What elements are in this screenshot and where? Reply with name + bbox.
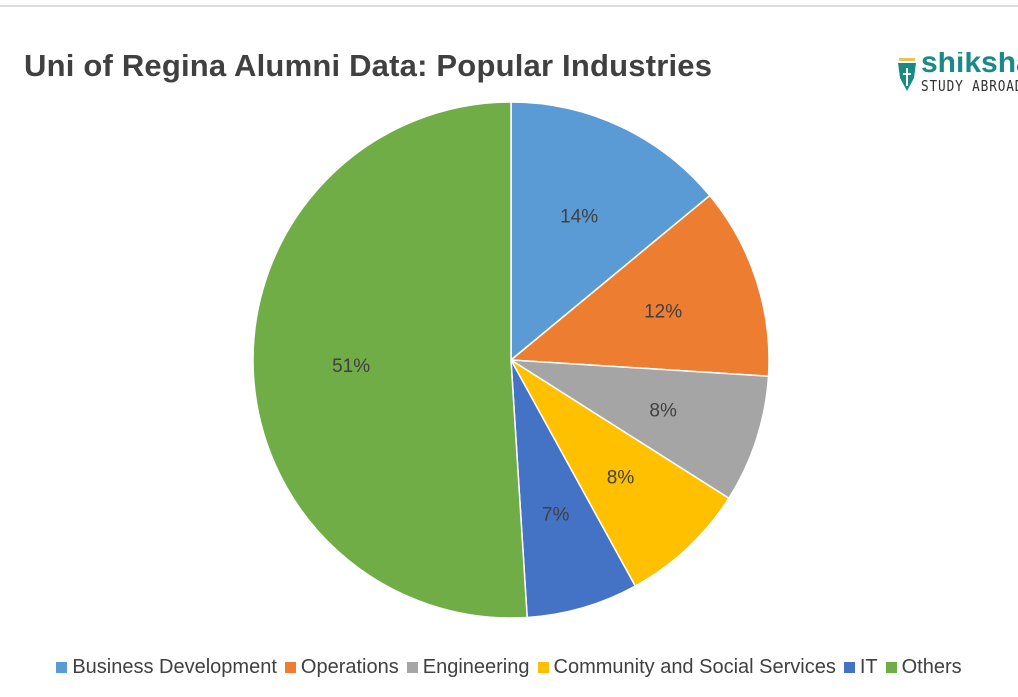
legend-item-0: Business Development: [56, 656, 277, 679]
legend-swatch: [843, 662, 855, 673]
legend-item-1: Operations: [284, 656, 399, 679]
legend-label: Business Development: [72, 656, 277, 678]
data-label-0: 14%: [560, 206, 598, 227]
legend-label: Operations: [300, 656, 399, 678]
legend-label: Community and Social Services: [553, 656, 836, 678]
logo-text: shiksha: [921, 52, 1018, 79]
pie-chart: 14% 12% 8% 8% 7% 51%: [252, 101, 770, 619]
data-label-2: 8%: [649, 400, 677, 421]
pie-slice-2: [510, 359, 770, 500]
legend-swatch: [406, 662, 418, 673]
legend-swatch: [885, 662, 897, 673]
pie-slice-0: [510, 101, 711, 362]
top-divider: [0, 5, 1018, 7]
pie-slice-1: [509, 194, 770, 377]
pie-slice-4: [510, 359, 637, 619]
pie-slice-5: [252, 101, 528, 619]
chart-title: Uni of Regina Alumni Data: Popular Indus…: [24, 48, 713, 83]
legend-swatch: [56, 662, 68, 673]
legend-label: IT: [859, 656, 878, 678]
data-label-1: 12%: [644, 302, 682, 323]
legend-item-4: IT: [843, 656, 878, 679]
data-label-4: 7%: [542, 505, 570, 526]
legend-item-2: Engineering: [406, 656, 530, 679]
logo-subtext: STUDY ABROAD: [921, 77, 1018, 95]
legend-item-5: Others: [885, 656, 962, 679]
legend-label: Engineering: [422, 656, 530, 678]
legend-swatch: [284, 662, 296, 673]
legend: Business Development Operations Engineerin…: [0, 656, 1018, 679]
legend-swatch: [537, 662, 549, 673]
data-label-3: 8%: [607, 468, 635, 489]
legend-item-3: Community and Social Services: [537, 656, 836, 679]
data-label-5: 51%: [332, 356, 370, 377]
shiksha-logo: shiksha STUDY ABROAD: [893, 52, 1018, 98]
legend-label: Others: [901, 656, 962, 678]
pen-nib-icon: [898, 58, 916, 91]
pie-slice-3: [510, 359, 730, 588]
